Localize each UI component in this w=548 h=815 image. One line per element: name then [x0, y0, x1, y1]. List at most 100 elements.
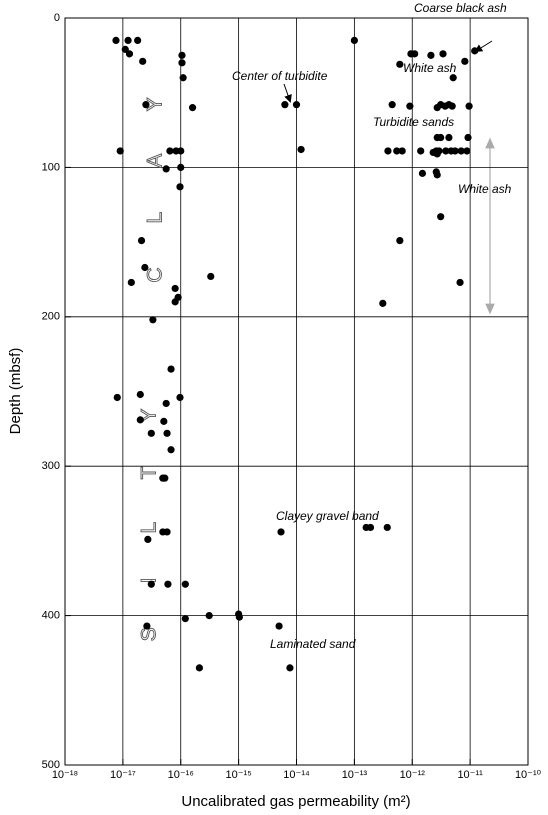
data-point: [127, 278, 135, 287]
lithology-label: CLAY: [144, 53, 167, 282]
data-point: [427, 51, 435, 59]
data-point: [178, 51, 186, 59]
data-point: [178, 59, 186, 67]
data-point: [136, 416, 144, 424]
data-point: [137, 237, 146, 245]
data-point: [449, 74, 457, 82]
data-point: [116, 147, 124, 155]
data-point: [445, 133, 453, 142]
data-point: [461, 57, 469, 65]
data-point: [463, 147, 471, 155]
data-point: [188, 104, 197, 112]
data-point: [124, 36, 132, 45]
data-point: [275, 622, 283, 630]
data-point: [164, 580, 172, 588]
data-point: [142, 101, 150, 109]
x-tick-label: 10⁻¹⁵: [225, 769, 251, 781]
y-tick-label: 100: [42, 161, 60, 173]
data-point: [437, 213, 445, 221]
data-point: [195, 664, 203, 672]
y-tick-label: 200: [42, 311, 60, 323]
data-point: [179, 74, 187, 82]
x-tick-label: 10⁻¹³: [342, 769, 368, 781]
y-tick-label: 400: [42, 610, 60, 622]
annotation: Turbidite sands: [373, 115, 454, 129]
data-point: [113, 393, 121, 402]
data-point: [112, 36, 120, 45]
data-point: [166, 147, 174, 155]
annotation-arrow: [474, 40, 493, 53]
data-point: [442, 147, 450, 155]
annotation: Clayey gravel band: [276, 509, 379, 523]
annotation: Laminated sand: [270, 637, 356, 651]
data-point: [396, 237, 404, 245]
data-point: [286, 664, 294, 672]
data-point: [277, 528, 285, 536]
data-point: [281, 101, 289, 109]
data-point: [379, 299, 387, 307]
data-point: [162, 399, 170, 408]
annotation: White ash: [458, 182, 512, 196]
data-point: [235, 613, 243, 621]
data-point: [388, 101, 396, 109]
data-point: [161, 474, 169, 482]
data-point: [176, 183, 184, 191]
data-point: [171, 284, 179, 293]
x-tick-label: 10⁻¹⁸: [52, 769, 78, 781]
data-point: [207, 272, 215, 281]
x-axis-label: Uncalibrated gas permeability (m²): [181, 793, 410, 810]
data-point: [177, 147, 185, 155]
data-point: [177, 163, 185, 171]
data-point: [141, 263, 149, 272]
data-point: [448, 102, 456, 110]
data-point: [456, 278, 464, 287]
data-point: [205, 612, 213, 620]
data-point: [465, 102, 473, 110]
data-point: [437, 133, 445, 142]
data-point: [163, 528, 171, 536]
data-point: [350, 36, 358, 45]
data-point: [143, 622, 151, 630]
x-tick-label: 10⁻¹⁶: [168, 769, 194, 781]
data-point: [451, 147, 459, 155]
data-point: [171, 298, 179, 306]
annotation: Coarse black ash: [414, 1, 507, 15]
plot-frame: [64, 17, 529, 766]
data-point: [147, 580, 155, 588]
data-point: [418, 169, 427, 177]
data-point: [147, 429, 155, 437]
annotation-arrow: [283, 83, 292, 103]
data-point: [464, 133, 472, 142]
data-point: [406, 102, 414, 110]
annotation: Center of turbidite: [232, 69, 328, 83]
data-point: [393, 147, 401, 155]
x-tick-label: 10⁻¹⁷: [110, 769, 136, 781]
data-point: [181, 614, 189, 623]
data-point: [162, 165, 170, 173]
y-tick-label: 300: [42, 460, 60, 472]
data-point: [411, 50, 419, 58]
x-tick-label: 10⁻¹⁰: [515, 769, 542, 781]
data-point: [457, 147, 465, 155]
data-point: [167, 446, 175, 454]
data-point: [384, 147, 392, 155]
data-point: [176, 393, 184, 402]
x-tick-label: 10⁻¹⁴: [283, 769, 310, 781]
data-point: [471, 47, 479, 55]
annotation: White ash: [403, 61, 457, 75]
data-point: [439, 50, 447, 58]
data-point: [136, 390, 144, 399]
data-point: [144, 535, 152, 544]
y-tick-label: 500: [42, 759, 60, 771]
data-point: [292, 101, 301, 109]
data-point: [433, 150, 441, 158]
data-point: [417, 147, 425, 155]
x-tick-label: 10⁻¹¹: [457, 769, 483, 781]
data-point: [167, 365, 175, 373]
data-point: [134, 36, 142, 45]
y-axis-label: Depth (mbsf): [7, 348, 24, 435]
data-point: [139, 57, 147, 65]
data-point: [366, 523, 375, 532]
data-point: [433, 171, 441, 179]
